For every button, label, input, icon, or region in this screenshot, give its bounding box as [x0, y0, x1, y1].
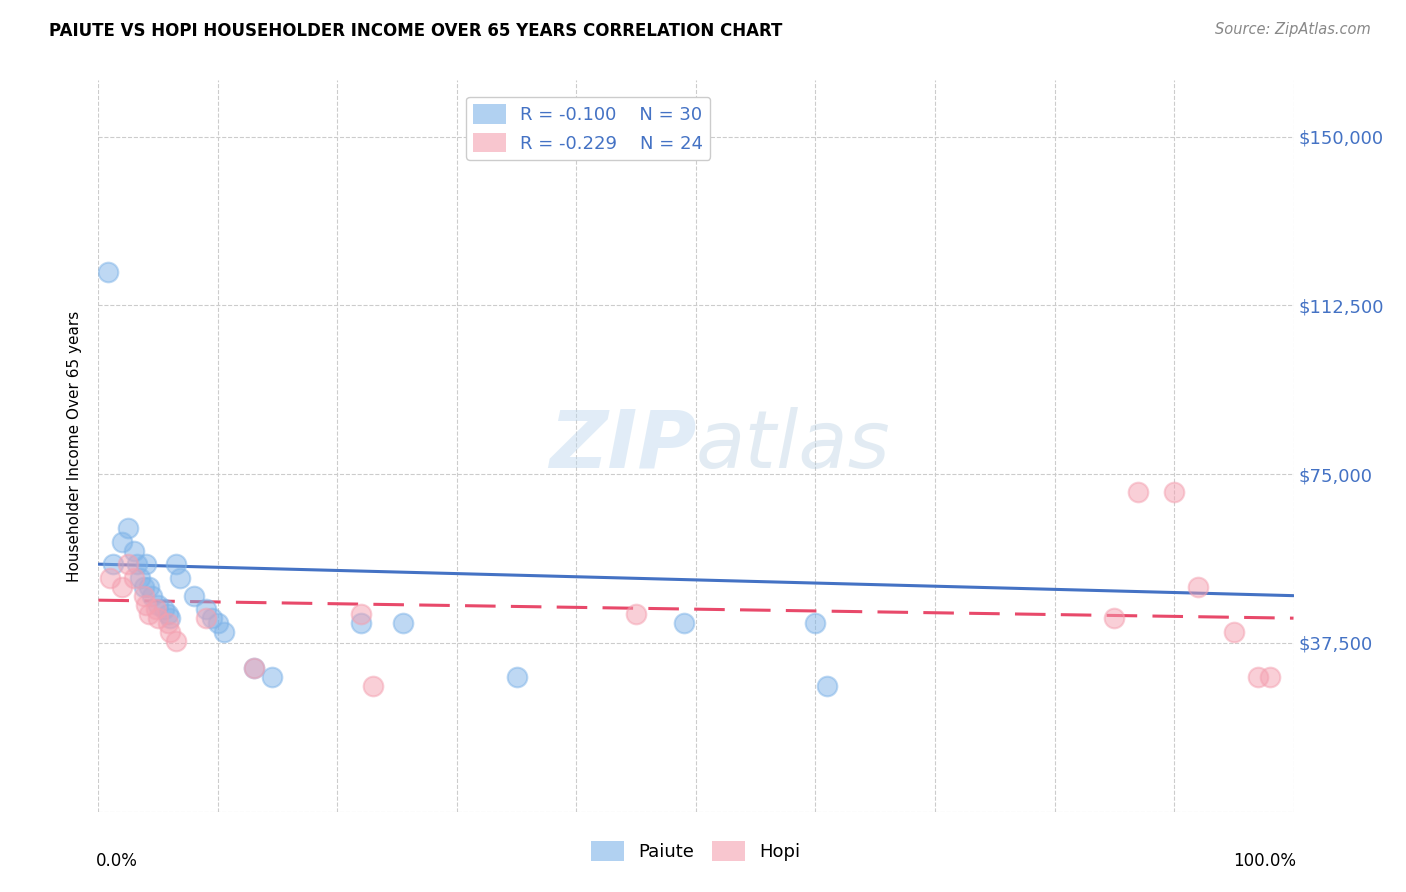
Point: [1223, 624, 1246, 639]
Point: [117, 557, 139, 571]
Point: [141, 589, 163, 603]
Point: [148, 611, 170, 625]
Point: [98, 571, 122, 585]
Point: [1104, 611, 1126, 625]
Point: [124, 571, 146, 585]
Text: 100.0%: 100.0%: [1233, 852, 1296, 870]
Point: [1247, 670, 1270, 684]
Point: [1187, 580, 1209, 594]
Point: [97, 264, 120, 278]
Text: PAIUTE VS HOPI HOUSEHOLDER INCOME OVER 65 YEARS CORRELATION CHART: PAIUTE VS HOPI HOUSEHOLDER INCOME OVER 6…: [49, 22, 783, 40]
Point: [506, 670, 529, 684]
Point: [156, 607, 179, 621]
Point: [117, 521, 139, 535]
Point: [101, 557, 124, 571]
Point: [165, 633, 187, 648]
Point: [135, 557, 157, 571]
Point: [132, 580, 155, 594]
Point: [626, 607, 648, 621]
Text: Source: ZipAtlas.com: Source: ZipAtlas.com: [1215, 22, 1371, 37]
Text: 0.0%: 0.0%: [96, 852, 138, 870]
Point: [804, 615, 827, 630]
Point: [156, 615, 179, 630]
Point: [243, 661, 266, 675]
Point: [207, 615, 229, 630]
Point: [1128, 485, 1150, 500]
Point: [260, 670, 283, 684]
Point: [195, 611, 218, 625]
Point: [169, 571, 191, 585]
Point: [673, 615, 696, 630]
Text: atlas: atlas: [696, 407, 891, 485]
Text: ZIP: ZIP: [548, 407, 696, 485]
Point: [201, 611, 224, 625]
Legend: Paiute, Hopi: Paiute, Hopi: [585, 834, 807, 869]
Point: [138, 580, 160, 594]
Point: [124, 543, 146, 558]
Point: [159, 624, 181, 639]
Point: [392, 615, 415, 630]
Point: [111, 534, 134, 549]
Point: [350, 615, 373, 630]
Point: [363, 679, 385, 693]
Point: [145, 602, 167, 616]
Point: [243, 661, 266, 675]
Point: [212, 624, 235, 639]
Point: [132, 589, 155, 603]
Y-axis label: Householder Income Over 65 years: Householder Income Over 65 years: [67, 310, 83, 582]
Point: [129, 571, 152, 585]
Point: [135, 598, 157, 612]
Point: [165, 557, 187, 571]
Point: [1163, 485, 1185, 500]
Point: [148, 598, 170, 612]
Point: [111, 580, 134, 594]
Point: [815, 679, 838, 693]
Point: [138, 607, 160, 621]
Point: [125, 557, 148, 571]
Point: [183, 589, 205, 603]
Point: [195, 602, 218, 616]
Point: [350, 607, 373, 621]
Point: [159, 611, 181, 625]
Point: [153, 602, 176, 616]
Point: [1258, 670, 1281, 684]
